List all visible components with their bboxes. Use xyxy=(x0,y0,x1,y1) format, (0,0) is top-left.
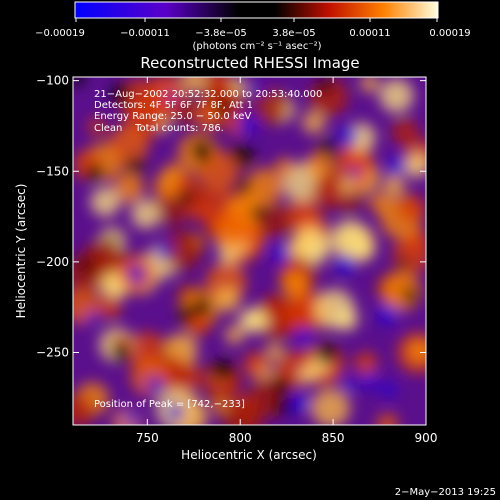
x-axis-label: Heliocentric X (arcsec) xyxy=(181,448,317,462)
x-tick-label-0: 750 xyxy=(136,431,159,445)
colorbar-ticks xyxy=(75,18,438,22)
annotation-energy: Energy Range: 25.0 − 50.0 keV xyxy=(94,111,251,122)
axis-ticks: 750 800 850 900 −100 −150 −200 −250 xyxy=(36,74,437,445)
colorbar-tick-3: 3.8e−05 xyxy=(272,28,315,39)
y-tick-label-1: −150 xyxy=(36,164,69,178)
plot-frame xyxy=(72,76,427,426)
y-tick-label-3: −250 xyxy=(36,346,69,360)
y-axis-label: Heliocentric Y (arcsec) xyxy=(14,184,28,319)
annotation-time: 21−Aug−2002 20:52:32.000 to 20:53:40.000 xyxy=(94,89,322,100)
x-tick-label-2: 850 xyxy=(322,431,345,445)
colorbar-tick-0: −0.00019 xyxy=(35,28,85,39)
chart-title: Reconstructed RHESSI Image xyxy=(140,54,359,72)
annotation-detectors: Detectors: 4F 5F 6F 7F 8F, Att 1 xyxy=(94,100,253,111)
colorbar-tick-4: 0.00011 xyxy=(349,28,390,39)
x-tick-label-1: 800 xyxy=(229,431,252,445)
footer-timestamp: 2−May−2013 19:25 xyxy=(395,487,496,498)
colorbar xyxy=(74,1,439,19)
colorbar-tick-5: 0.00019 xyxy=(429,28,470,39)
y-tick-label-0: −100 xyxy=(36,74,69,88)
colorbar-tick-2: −3.8e−05 xyxy=(195,28,247,39)
x-tick-label-3: 900 xyxy=(415,431,438,445)
peak-position-label: Position of Peak = [742,−233] xyxy=(94,399,245,410)
heatmap-image xyxy=(73,77,426,425)
y-tick-label-2: −200 xyxy=(36,255,69,269)
colorbar-units: (photons cm⁻² s⁻¹ asec⁻²) xyxy=(192,41,321,52)
annotation-clean: Clean Total counts: 786. xyxy=(94,123,224,134)
colorbar-tick-1: −0.00011 xyxy=(120,28,170,39)
